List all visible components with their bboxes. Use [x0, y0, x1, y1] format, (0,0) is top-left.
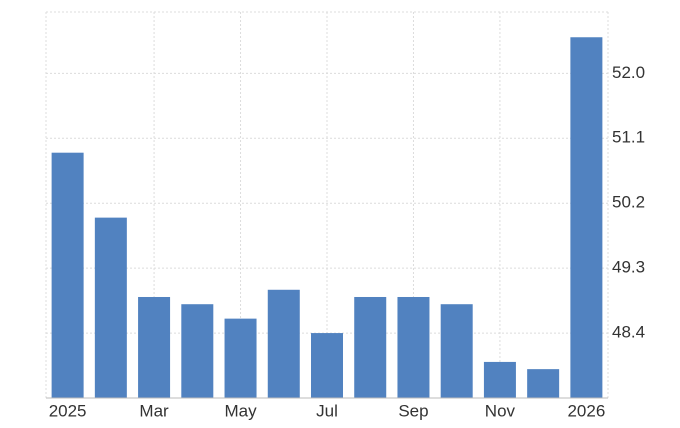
bar	[483, 361, 516, 398]
bar	[138, 296, 171, 398]
x-tick-label: 2025	[49, 401, 87, 420]
x-tick-label: May	[224, 401, 257, 420]
y-tick-label: 49.3	[612, 258, 645, 277]
x-tick-label: Jul	[316, 401, 338, 420]
x-tick-label: Nov	[485, 401, 516, 420]
bar	[267, 289, 300, 398]
y-tick-label: 48.4	[612, 323, 645, 342]
bar	[397, 296, 430, 398]
bar	[311, 333, 343, 398]
bar	[51, 152, 84, 398]
x-tick-label: Sep	[398, 401, 428, 420]
bar	[94, 217, 127, 398]
bar	[181, 304, 214, 398]
y-tick-label: 50.2	[612, 193, 645, 212]
x-tick-label: Mar	[139, 401, 169, 420]
y-tick-label: 52.0	[612, 63, 645, 82]
bar	[440, 304, 473, 398]
x-tick-label: 2026	[567, 401, 605, 420]
y-tick-label: 51.1	[612, 128, 645, 147]
bar	[354, 296, 387, 398]
bar	[527, 369, 560, 398]
bar	[224, 318, 257, 398]
bar	[570, 37, 603, 399]
